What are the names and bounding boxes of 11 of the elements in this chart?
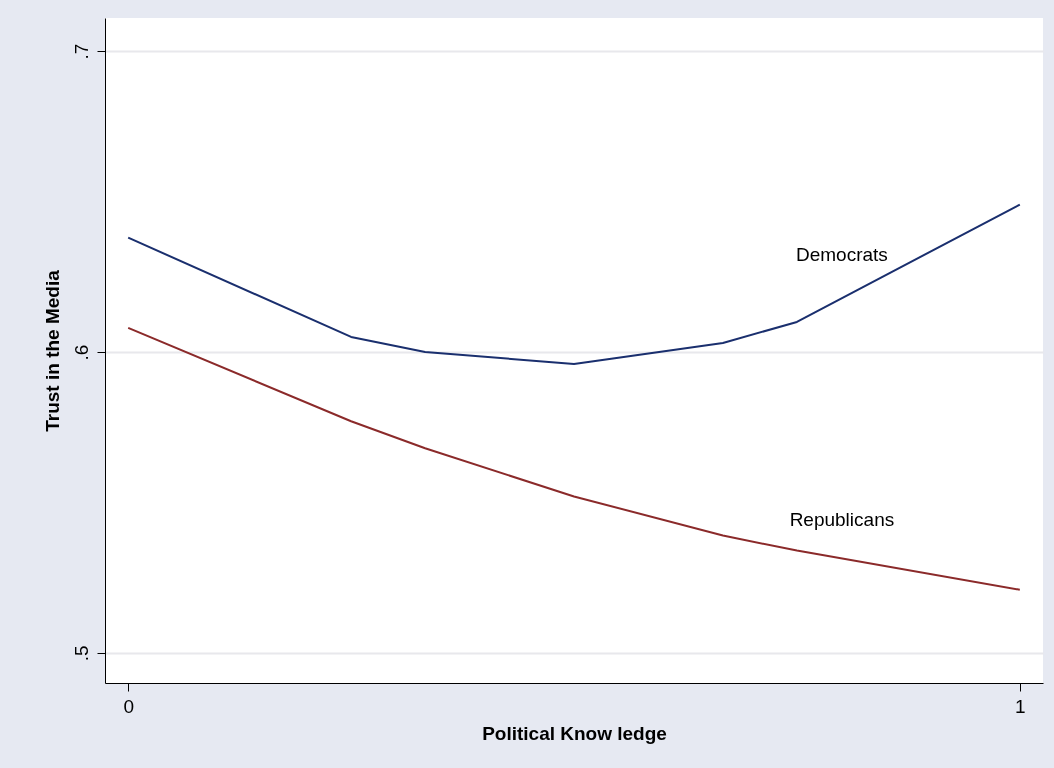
series-label: Republicans (789, 508, 895, 530)
y-axis-title: Trust in the Media (41, 269, 63, 432)
series-label: Democrats (795, 243, 888, 265)
x-tick-label: 1 (1015, 695, 1026, 717)
line-series (127, 203, 1021, 366)
y-tick-label: .5 (70, 645, 92, 662)
y-tick-label: .7 (70, 43, 92, 60)
line-series (127, 326, 1021, 591)
y-tick-label: .6 (70, 344, 92, 361)
x-tick-label: 0 (123, 695, 134, 717)
x-axis-title: Political Know ledge (482, 722, 667, 744)
